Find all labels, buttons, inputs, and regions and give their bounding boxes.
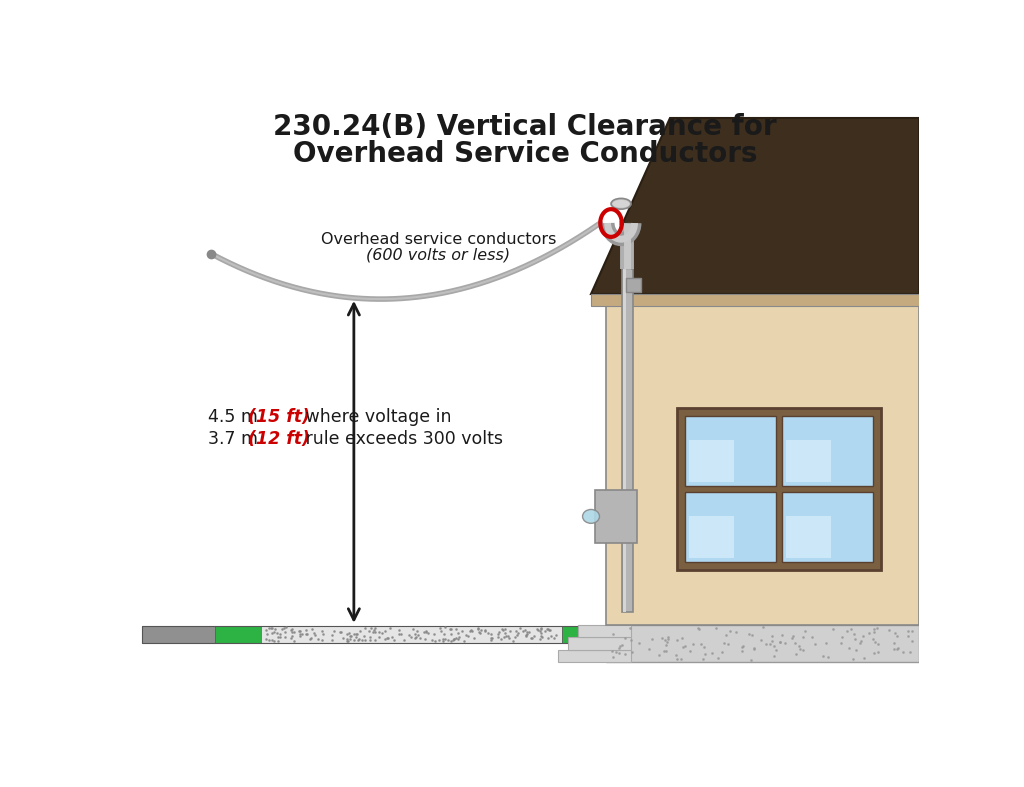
Text: Overhead Service Conductors: Overhead Service Conductors <box>293 140 757 168</box>
Ellipse shape <box>583 509 599 523</box>
Bar <box>785 440 831 482</box>
Bar <box>261 626 562 643</box>
Bar <box>558 649 631 662</box>
Polygon shape <box>591 294 920 306</box>
Bar <box>685 416 776 486</box>
Bar <box>568 637 631 649</box>
Bar <box>215 626 261 643</box>
Bar <box>685 492 776 562</box>
Text: rule exceeds 300 volts: rule exceeds 300 volts <box>300 430 503 448</box>
Text: Overhead service conductors: Overhead service conductors <box>321 232 556 247</box>
Bar <box>624 269 627 611</box>
Bar <box>626 279 641 292</box>
Bar <box>689 516 734 558</box>
Text: where voltage in: where voltage in <box>300 408 452 426</box>
Bar <box>562 626 639 643</box>
Bar <box>782 416 872 486</box>
Text: 4.5 m: 4.5 m <box>208 408 263 426</box>
Bar <box>606 625 920 662</box>
Bar <box>606 294 920 625</box>
Bar <box>689 440 734 482</box>
Text: (15 ft): (15 ft) <box>248 408 309 426</box>
Bar <box>785 516 831 558</box>
Bar <box>142 626 215 643</box>
Text: 230.24(B) Vertical Clearance for: 230.24(B) Vertical Clearance for <box>273 113 776 141</box>
Polygon shape <box>591 117 920 294</box>
Text: (12 ft): (12 ft) <box>248 430 309 448</box>
Text: 3.7 m: 3.7 m <box>208 430 263 448</box>
Bar <box>595 490 637 542</box>
Ellipse shape <box>612 200 630 208</box>
Bar <box>622 269 633 611</box>
Bar <box>677 408 882 570</box>
Text: (600 volts or less): (600 volts or less) <box>367 248 511 263</box>
Bar <box>782 492 872 562</box>
Ellipse shape <box>611 198 631 209</box>
Bar <box>578 625 631 637</box>
Bar <box>142 626 639 643</box>
